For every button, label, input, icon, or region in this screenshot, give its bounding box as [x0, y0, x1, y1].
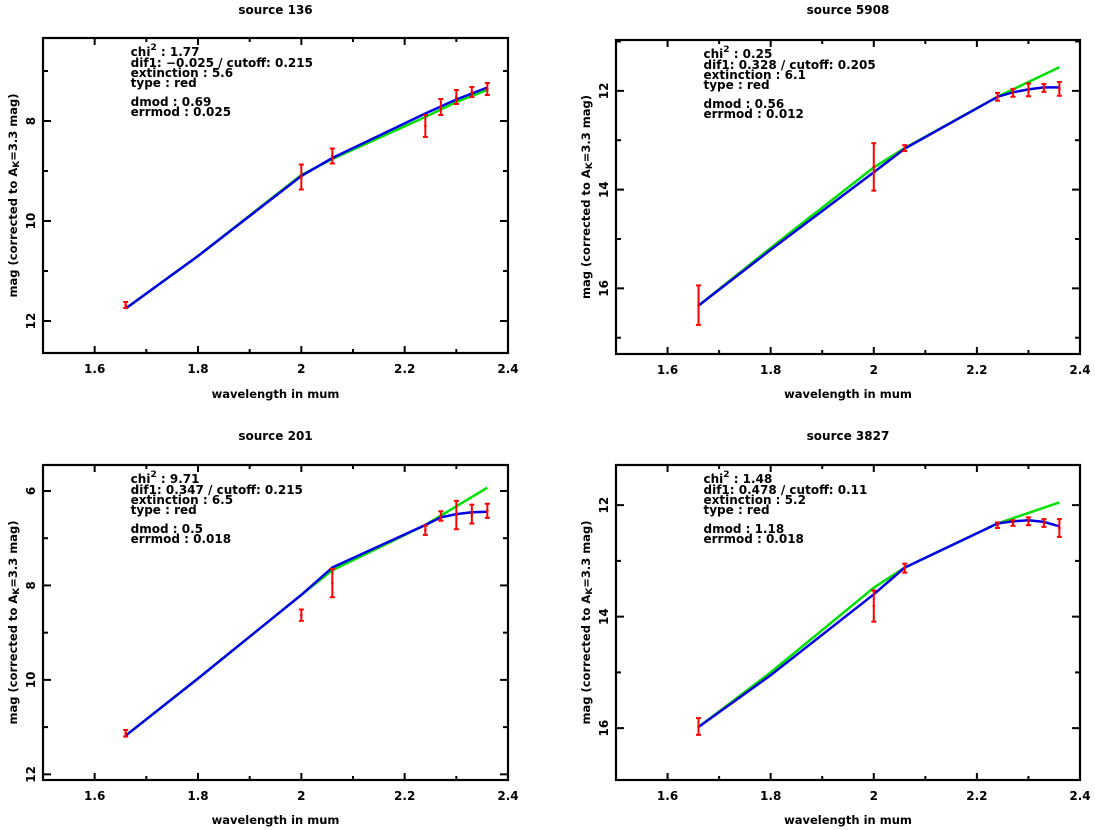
type-label: type : red — [131, 503, 197, 517]
y-axis-label: mag (corrected to AK=3.3 mag) — [6, 521, 22, 725]
x-tick-label: 1.8 — [187, 362, 208, 376]
y-tick-label: 12 — [597, 83, 611, 100]
chi2-label: chi2 : 0.25 — [703, 45, 772, 61]
chart-panel-2: source 5908 1.6 1.8 2 2.2 2.4 wavelength in mu… — [579, 3, 1091, 401]
x-axis-label: wavelength in mum — [212, 387, 340, 401]
plot-frame — [614, 463, 1082, 782]
x-tick-label: 1.6 — [84, 362, 105, 376]
type-label: type : red — [703, 503, 769, 517]
y-tick-label: 14 — [597, 608, 611, 625]
extinction-label: extinction : 6.5 — [131, 493, 233, 507]
y-axis: 6 8 10 12 mag (corrected to AK=3.3 mag) — [6, 487, 508, 783]
y-tick-label: 6 — [24, 487, 38, 495]
y-tick-label: 10 — [24, 213, 38, 230]
chi2-label: chi2 : 1.48 — [703, 470, 772, 486]
chart-panel-4: source 3827 1.6 1.8 2 2.2 2.4 wavelength in mu… — [579, 429, 1091, 827]
x-axis-label: wavelength in mum — [784, 813, 912, 827]
y-axis-label: mag (corrected to AK=3.3 mag) — [6, 94, 22, 298]
data-points — [123, 82, 490, 309]
x-tick-label: 2.4 — [497, 789, 518, 803]
x-tick-label: 2.2 — [394, 362, 415, 376]
x-tick-label: 2.2 — [966, 789, 987, 803]
x-axis: 1.6 1.8 2 2.2 2.4 wavelength in mum — [615, 40, 1091, 401]
blue-model-line — [124, 86, 488, 310]
x-axis-label: wavelength in mum — [784, 387, 912, 401]
errmod-label: errmod : 0.018 — [703, 532, 803, 546]
dmod-label: dmod : 0.69 — [131, 95, 212, 109]
x-tick-label: 2.2 — [966, 363, 987, 377]
x-axis-label: wavelength in mum — [212, 813, 340, 827]
y-tick-label: 14 — [597, 181, 611, 198]
x-axis: 1.6 1.8 2 2.2 2.4 wavelength in mum — [615, 465, 1091, 827]
chi2-label: chi2 : 9.71 — [131, 470, 200, 486]
x-tick-label: 1.8 — [760, 789, 781, 803]
x-tick-label: 1.6 — [657, 789, 678, 803]
dmod-label: dmod : 0.56 — [703, 97, 784, 111]
plot-frame — [41, 463, 510, 782]
dmod-label: dmod : 0.5 — [131, 522, 203, 536]
x-tick-label: 2.2 — [394, 789, 415, 803]
y-tick-label: 16 — [597, 720, 611, 737]
data-points — [695, 80, 1062, 326]
y-tick-label: 8 — [24, 117, 38, 125]
y-tick-label: 10 — [24, 672, 38, 689]
type-label: type : red — [703, 78, 769, 92]
x-tick-label: 1.8 — [760, 363, 781, 377]
chart-title: source 5908 — [807, 3, 890, 17]
x-tick-label: 2.4 — [1069, 363, 1090, 377]
chart-title: source 3827 — [807, 429, 890, 443]
extinction-label: extinction : 6.1 — [703, 68, 805, 82]
x-tick-label: 1.6 — [84, 789, 105, 803]
chart-title: source 201 — [238, 429, 312, 443]
blue-model-line — [697, 518, 1060, 729]
y-tick-label: 12 — [24, 766, 38, 783]
extinction-label: extinction : 5.6 — [131, 66, 233, 80]
data-points — [695, 516, 1062, 736]
x-tick-label: 1.8 — [187, 789, 208, 803]
dif1-cutoff-label: dif1: 0.347 / cutoff: 0.215 — [131, 483, 303, 497]
data-points — [123, 499, 490, 738]
y-axis-label: mag (corrected to AK=3.3 mag) — [579, 521, 595, 725]
green-model-line — [124, 88, 488, 310]
chi2-label: chi2 : 1.77 — [131, 43, 200, 59]
x-tick-label: 2.4 — [1069, 789, 1090, 803]
errmod-label: errmod : 0.012 — [703, 107, 803, 121]
y-tick-label: 12 — [597, 497, 611, 514]
y-tick-label: 8 — [24, 581, 38, 589]
x-tick-label: 2 — [297, 789, 305, 803]
x-tick-label: 2 — [870, 789, 878, 803]
y-axis-label: mag (corrected to AK=3.3 mag) — [579, 95, 595, 299]
dif1-cutoff-label: dif1: 0.328 / cutoff: 0.205 — [703, 58, 875, 72]
plot-frame — [41, 36, 510, 355]
chart-panel-1: source 136 1.6 1.8 2 2.2 2.4 wavelength in mum… — [6, 3, 519, 401]
x-axis: 1.6 1.8 2 2.2 2.4 wavelength in mum — [42, 465, 519, 827]
x-tick-label: 2.4 — [497, 362, 518, 376]
x-tick-label: 1.6 — [657, 363, 678, 377]
errmod-label: errmod : 0.025 — [131, 105, 231, 119]
extinction-label: extinction : 5.2 — [703, 493, 805, 507]
plot-frame — [614, 38, 1082, 356]
errmod-label: errmod : 0.018 — [131, 532, 231, 546]
type-label: type : red — [131, 76, 197, 90]
y-tick-label: 16 — [597, 280, 611, 297]
dmod-label: dmod : 1.18 — [703, 522, 784, 536]
chart-panel-3: source 201 1.6 1.8 2 2.2 2.4 wavelength in mum… — [6, 429, 519, 827]
x-axis: 1.6 1.8 2 2.2 2.4 wavelength in mum — [42, 38, 519, 401]
chart-title: source 136 — [238, 3, 312, 17]
dif1-cutoff-label: dif1: 0.478 / cutoff: 0.11 — [703, 483, 867, 497]
x-tick-label: 2 — [297, 362, 305, 376]
green-model-line — [697, 501, 1060, 728]
x-tick-label: 2 — [870, 363, 878, 377]
y-tick-label: 12 — [24, 313, 38, 330]
dif1-cutoff-label: dif1: −0.025 / cutoff: 0.215 — [131, 56, 313, 70]
